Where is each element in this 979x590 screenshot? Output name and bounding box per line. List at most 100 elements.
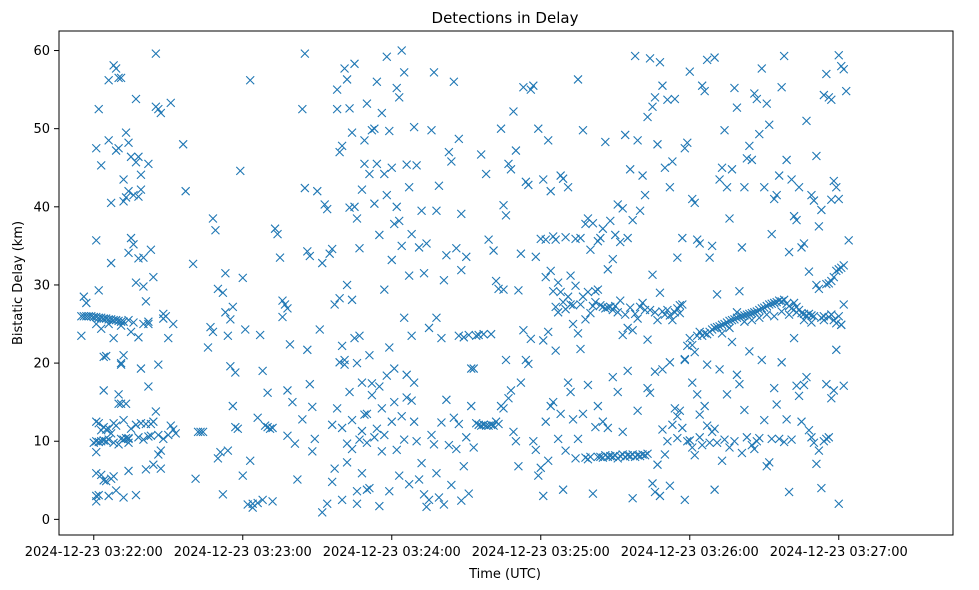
data-point: [278, 312, 287, 322]
data-point: [702, 55, 712, 65]
data-point: [402, 393, 412, 402]
data-point: [720, 319, 729, 329]
data-point: [787, 435, 796, 445]
data-point: [397, 411, 407, 421]
data-points: [76, 46, 854, 517]
data-point: [101, 436, 111, 446]
data-point: [312, 186, 322, 196]
data-point: [352, 486, 362, 496]
data-point: [697, 440, 707, 450]
data-point: [245, 75, 255, 85]
data-point: [501, 211, 511, 220]
data-point: [355, 331, 364, 341]
data-point: [814, 446, 824, 455]
data-point: [643, 383, 652, 393]
data-point: [124, 438, 133, 448]
data-point: [717, 163, 727, 173]
data-point: [144, 317, 153, 327]
data-point: [357, 426, 367, 436]
data-point: [603, 423, 613, 433]
data-point: [802, 372, 811, 382]
data-point: [677, 300, 687, 309]
data-point: [665, 481, 675, 491]
data-point: [839, 381, 849, 391]
data-point: [591, 286, 600, 296]
data-point: [456, 209, 466, 219]
data-point: [779, 437, 789, 447]
data-point: [114, 143, 123, 153]
data-point: [782, 155, 792, 165]
data-point: [124, 138, 133, 148]
data-point: [821, 379, 831, 389]
data-point: [101, 351, 111, 361]
data-point: [730, 83, 739, 93]
data-point: [153, 430, 163, 440]
data-point: [824, 432, 834, 442]
data-point: [747, 315, 757, 325]
data-point: [583, 380, 593, 390]
data-point: [166, 98, 176, 108]
y-axis: 0 10 20 30 40 50 60: [33, 44, 59, 528]
data-point: [586, 452, 595, 462]
data-point: [449, 413, 459, 423]
data-point: [700, 86, 710, 96]
data-point: [340, 64, 349, 73]
data-point: [307, 402, 317, 412]
data-point: [131, 420, 141, 430]
data-point: [625, 303, 635, 313]
data-point: [526, 85, 536, 94]
data-point: [821, 434, 831, 444]
data-point: [576, 344, 585, 354]
data-point: [553, 307, 563, 317]
data-point: [114, 399, 123, 409]
data-point: [104, 435, 114, 445]
data-point: [794, 391, 804, 401]
data-point: [752, 307, 762, 316]
data-point: [518, 325, 528, 335]
data-point: [777, 296, 787, 306]
data-point: [337, 495, 347, 505]
data-point: [506, 386, 516, 395]
data-point: [705, 438, 715, 448]
data-point: [486, 420, 496, 430]
data-point: [141, 464, 151, 474]
data-point: [454, 331, 464, 341]
data-point: [335, 147, 345, 157]
data-point: [730, 436, 739, 446]
data-point: [814, 221, 824, 231]
data-point: [566, 387, 575, 397]
data-point: [489, 421, 498, 430]
data-point: [543, 136, 553, 145]
data-point: [158, 314, 168, 323]
data-point: [94, 286, 104, 295]
data-point: [725, 214, 734, 223]
data-point: [300, 49, 310, 59]
data-point: [682, 436, 692, 446]
data-point: [546, 266, 556, 276]
data-point: [345, 387, 354, 397]
data-point: [347, 415, 357, 425]
data-point: [278, 296, 287, 305]
data-point: [119, 317, 128, 327]
data-point: [449, 77, 459, 87]
data-point: [233, 424, 243, 434]
x-tick-label: 2024-12-23 03:27:00: [770, 545, 908, 560]
data-point: [807, 311, 816, 320]
data-point: [655, 57, 665, 67]
data-point: [283, 386, 292, 395]
data-point: [389, 219, 399, 229]
data-point: [744, 346, 754, 356]
data-point: [633, 314, 643, 323]
data-point: [327, 244, 337, 254]
data-point: [831, 345, 841, 355]
data-point: [789, 333, 799, 343]
data-point: [91, 468, 101, 478]
data-point: [563, 292, 573, 302]
data-point: [81, 298, 91, 308]
data-point: [208, 327, 218, 337]
data-point: [357, 185, 367, 195]
data-point: [228, 302, 238, 312]
data-point: [91, 491, 101, 501]
data-point: [163, 333, 173, 343]
data-point: [638, 298, 647, 308]
